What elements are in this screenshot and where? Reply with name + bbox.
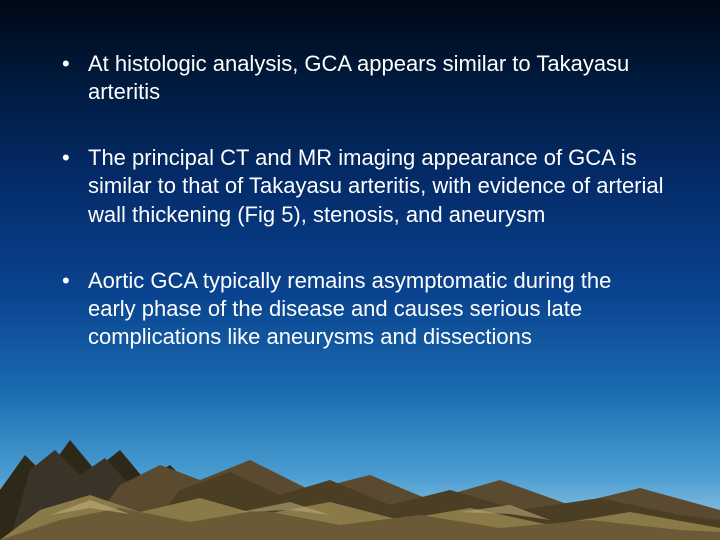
slide: At histologic analysis, GCA appears simi… [0,0,720,540]
bullet-item: The principal CT and MR imaging appearan… [50,144,665,228]
bullet-item: At histologic analysis, GCA appears simi… [50,50,665,106]
content-area: At histologic analysis, GCA appears simi… [50,50,665,389]
bullet-item: Aortic GCA typically remains asymptomati… [50,267,665,351]
bullet-list: At histologic analysis, GCA appears simi… [50,50,665,351]
mountain-decoration [0,380,720,540]
